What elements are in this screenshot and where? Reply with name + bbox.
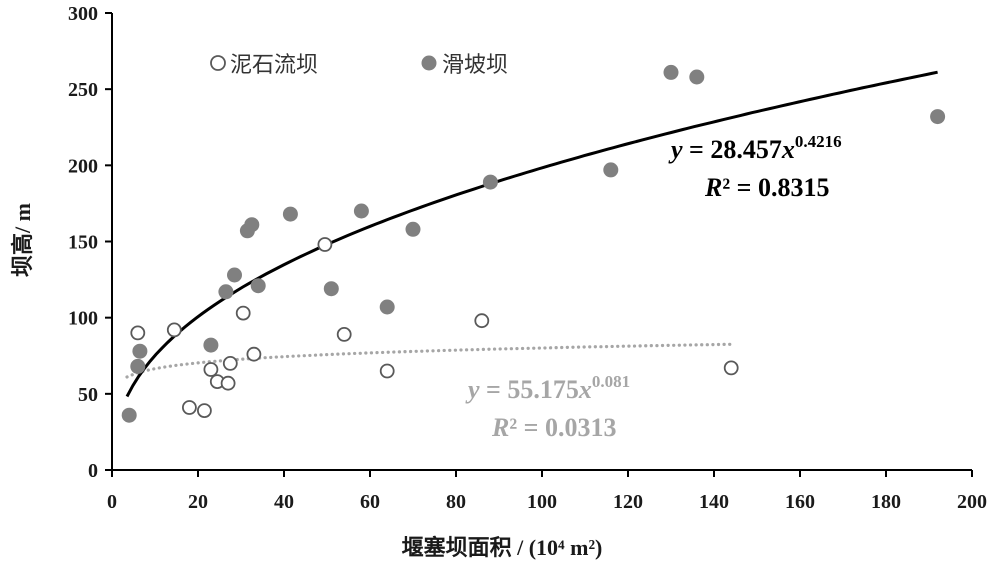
legend-label-debris-flow-dam: 泥石流坝 bbox=[230, 53, 318, 78]
y-tick-label: 250 bbox=[68, 79, 98, 101]
legend-marker-landslide-dam bbox=[421, 55, 437, 71]
debris-r2-r: R bbox=[491, 413, 509, 442]
debris-eq-x: x bbox=[578, 375, 592, 404]
landslide-dam-point bbox=[689, 69, 705, 85]
landslide-dam-point bbox=[323, 281, 339, 297]
y-tick-label: 50 bbox=[78, 384, 98, 406]
x-tick-label: 80 bbox=[446, 491, 466, 513]
debris-flow-dam-point bbox=[220, 375, 236, 391]
legend-marker-debris-flow-dam bbox=[210, 55, 226, 71]
debris-eq-mid: = 55.175 bbox=[480, 375, 579, 404]
debris-flow-fit-r2: R² = 0.0313 bbox=[491, 413, 616, 442]
x-tick-label: 60 bbox=[360, 491, 380, 513]
landslide-dam-point bbox=[218, 284, 234, 300]
landslide-eq-exponent: 0.4216 bbox=[795, 132, 842, 151]
debris-flow-dam-point bbox=[203, 362, 219, 377]
landslide-dam-point bbox=[244, 217, 260, 233]
x-tick-label: 0 bbox=[107, 491, 117, 513]
debris-flow-fit-curve bbox=[125, 342, 733, 379]
debris-flow-dam-point bbox=[723, 360, 739, 376]
debris-flow-dam-point bbox=[166, 322, 182, 338]
debris-flow-dam-point bbox=[246, 346, 262, 362]
landslide-dam-point bbox=[250, 278, 266, 294]
debris-r2-rest: ² = 0.0313 bbox=[509, 413, 616, 442]
x-tick-label: 180 bbox=[871, 491, 901, 513]
x-tick-label: 40 bbox=[274, 491, 294, 513]
x-tick-label: 200 bbox=[957, 491, 987, 513]
landslide-eq-y: y bbox=[668, 135, 683, 164]
x-tick-label: 140 bbox=[699, 491, 729, 513]
axes: 0 20 40 60 80 100 120 140 160 180 200 0 50 100 150 200 2… bbox=[68, 3, 987, 513]
x-tick-label: 120 bbox=[613, 491, 643, 513]
landslide-dam-point bbox=[203, 337, 219, 353]
debris-eq-y: y bbox=[465, 375, 480, 404]
debris-flow-dam-point bbox=[235, 305, 251, 321]
landslide-dam-point bbox=[603, 162, 619, 178]
y-tick-label: 200 bbox=[68, 155, 98, 177]
fit-lines bbox=[125, 70, 938, 398]
debris-flow-dam-point bbox=[317, 237, 333, 252]
debris-flow-dam-point bbox=[196, 403, 212, 419]
debris-flow-dam-point bbox=[336, 326, 352, 342]
x-tick-label: 100 bbox=[527, 491, 557, 513]
landslide-dam-point bbox=[930, 109, 946, 125]
landslide-dam-point bbox=[405, 221, 421, 237]
x-axis-title: 堰塞坝面积 / (10⁴ m²) bbox=[402, 535, 603, 560]
landslide-dam-point bbox=[282, 206, 298, 222]
debris-eq-exponent: 0.081 bbox=[592, 372, 630, 391]
landslide-dam-point bbox=[663, 64, 679, 80]
debris-flow-dam-point bbox=[222, 355, 238, 371]
debris-flow-dam-point bbox=[130, 325, 146, 341]
x-tick-label: 160 bbox=[785, 491, 815, 513]
landslide-dam-point bbox=[121, 407, 137, 423]
landslide-r2-rest: ² = 0.8315 bbox=[722, 173, 829, 202]
landslide-eq-x: x bbox=[781, 135, 795, 164]
x-tick-label: 20 bbox=[188, 491, 208, 513]
y-tick-label: 300 bbox=[68, 3, 98, 25]
landslide-dam-point bbox=[130, 358, 146, 374]
legend-label-landslide-dam: 滑坡坝 bbox=[442, 53, 508, 78]
data-points bbox=[121, 64, 946, 423]
y-tick-label: 0 bbox=[88, 460, 98, 482]
landslide-fit-curve bbox=[125, 70, 938, 398]
debris-flow-fit-equation: y = 55.175x0.081 bbox=[465, 372, 630, 404]
landslide-dam-point bbox=[132, 343, 148, 359]
landslide-dam-point bbox=[227, 267, 242, 283]
y-tick-label: 150 bbox=[68, 232, 98, 254]
debris-flow-dam-point bbox=[474, 313, 490, 329]
landslide-dam-point bbox=[353, 203, 369, 219]
landslide-dam-point bbox=[482, 174, 498, 190]
landslide-r2-r: R bbox=[704, 173, 722, 202]
y-tick-label: 100 bbox=[68, 308, 98, 330]
legend: 泥石流坝 滑坡坝 bbox=[210, 53, 508, 78]
y-axis-title: 坝高/ m bbox=[10, 203, 35, 277]
landslide-dam-point bbox=[379, 299, 395, 315]
debris-flow-dam-point bbox=[379, 363, 395, 379]
debris-flow-dam-point bbox=[181, 400, 197, 415]
landslide-fit-equation: y = 28.457x0.4216 bbox=[668, 132, 842, 164]
landslide-eq-mid: = 28.457 bbox=[683, 135, 782, 164]
landslide-fit-r2: R² = 0.8315 bbox=[704, 173, 829, 202]
